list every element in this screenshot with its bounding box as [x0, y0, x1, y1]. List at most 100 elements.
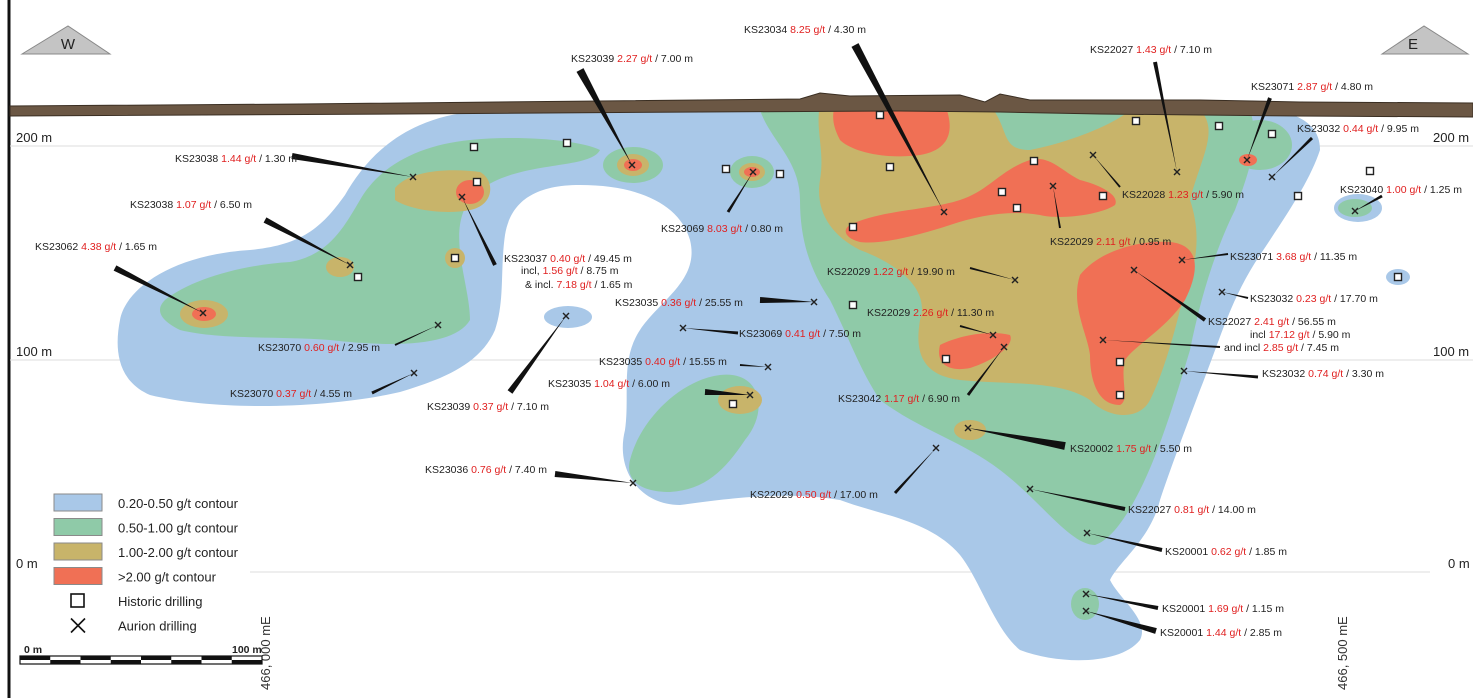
intercept-width: / 7.50 m	[820, 328, 861, 340]
intercept-label: KS23062 4.38 g/t / 1.65 m	[35, 241, 157, 253]
intercept-width: / 19.90 m	[908, 266, 955, 278]
intercept-label: KS23069 0.41 g/t / 7.50 m	[739, 328, 861, 340]
intercept-grade: 1.44 g/t	[1206, 627, 1241, 639]
intercept-width: / 7.00 m	[652, 53, 693, 65]
intercept-grade: 1.69 g/t	[1208, 603, 1243, 615]
scale-segment	[231, 660, 262, 664]
leader-line	[554, 471, 633, 483]
intercept-hole: KS23032	[1297, 123, 1343, 135]
intercept-width: / 0.95 m	[1130, 236, 1171, 248]
historic-drill-hole	[1012, 203, 1022, 213]
intercept-width: / 11.35 m	[1311, 251, 1357, 263]
intercept-width: / 5.90 m	[1203, 189, 1244, 201]
intercept-label: KS23038 1.44 g/t / 1.30 m	[175, 153, 297, 165]
intercept-hole: KS22029	[750, 489, 796, 501]
legend-item: >2.00 g/t contour	[53, 567, 217, 585]
intercept-label: KS20001 1.69 g/t / 1.15 m	[1162, 603, 1284, 615]
legend-label: >2.00 g/t contour	[118, 570, 217, 585]
intercept-label: KS23071 2.87 g/t / 4.80 m	[1251, 81, 1373, 93]
historic-drill-hole	[1393, 272, 1403, 282]
intercept-hole: KS23042	[838, 393, 884, 405]
legend-swatch	[53, 567, 103, 585]
scale-segment	[201, 656, 232, 660]
intercept-grade: 1.00 g/t	[1386, 184, 1421, 196]
intercept-label: KS23069 8.03 g/t / 0.80 m	[661, 223, 783, 235]
legend-square-symbol	[70, 593, 85, 608]
intercept-hole: KS22028	[1122, 189, 1168, 201]
intercept-label: KS20001 0.62 g/t / 1.85 m	[1165, 546, 1287, 558]
easting-label-466000: 466, 000 mE	[258, 616, 273, 690]
intercept-label: KS23070 0.60 g/t / 2.95 m	[258, 342, 380, 354]
intercept-label: KS23038 1.07 g/t / 6.50 m	[130, 199, 252, 211]
legend-item: 0.20-0.50 g/t contour	[53, 493, 239, 512]
leader-line	[739, 364, 768, 367]
intercept-grade: 0.74 g/t	[1308, 368, 1343, 380]
intercept-grade: 0.50 g/t	[796, 489, 831, 501]
historic-drill-hole	[885, 162, 895, 172]
intercept-width: / 17.00 m	[831, 489, 878, 501]
leader-line	[1086, 594, 1159, 610]
intercept-grade: 2.87 g/t	[1297, 81, 1332, 93]
intercept-width: / 56.55 m	[1289, 316, 1336, 328]
leader-line	[704, 389, 750, 395]
elevation-label-0-left: 0 m	[16, 556, 38, 571]
intercept-grade: 2.26 g/t	[913, 307, 948, 319]
intercept-width: / 11.30 m	[948, 307, 994, 319]
intercept-grade: 0.37 g/t	[473, 401, 508, 413]
intercept-hole: KS20001	[1160, 627, 1206, 639]
intercept-width: / 14.00 m	[1209, 504, 1256, 516]
intercept-label: KS22028 1.23 g/t / 5.90 m	[1122, 189, 1244, 201]
leader-line	[1272, 136, 1314, 177]
intercept-grade: 3.68 g/t	[1276, 251, 1311, 263]
intercept-width: / 1.30 m	[256, 153, 297, 165]
historic-drill-hole	[721, 164, 731, 174]
intercept-label: KS22027 1.43 g/t / 7.10 m	[1090, 44, 1212, 56]
legend-item: 1.00-2.00 g/t contour	[53, 542, 239, 561]
intercept-hole: KS23032	[1262, 368, 1308, 380]
legend-label: 1.00-2.00 g/t contour	[118, 545, 239, 560]
intercept-grade: 0.81 g/t	[1174, 504, 1209, 516]
intercept-width: / 3.30 m	[1343, 368, 1384, 380]
intercept-grade: 7.18 g/t	[557, 279, 592, 291]
intercept-label: KS23037 0.40 g/t / 49.45 m	[504, 253, 632, 265]
intercept-grade: 0.37 g/t	[276, 388, 311, 400]
intercept-hole: KS22027	[1090, 44, 1136, 56]
scale-bar-start-label: 0 m	[24, 644, 42, 656]
east-direction-marker: E	[1380, 25, 1470, 55]
legend-swatch	[53, 518, 103, 536]
intercept-hole: & incl.	[525, 279, 557, 291]
historic-drill-hole	[941, 354, 951, 364]
historic-drill-hole	[775, 169, 785, 179]
leader-line	[1222, 292, 1249, 299]
historic-drill-hole	[1115, 357, 1125, 367]
intercept-hole: KS22029	[827, 266, 873, 278]
intercept-width: / 1.15 m	[1243, 603, 1284, 615]
intercept-grade: 1.56 g/t	[543, 265, 578, 277]
east-label: E	[1408, 36, 1418, 53]
intercept-label: KS23035 0.36 g/t / 25.55 m	[615, 297, 743, 309]
intercept-label: KS23032 0.23 g/t / 17.70 m	[1250, 293, 1378, 305]
historic-drill-hole	[1115, 390, 1125, 400]
contour-red-gt-2.00	[192, 105, 1257, 405]
scale-segment	[20, 656, 51, 660]
intercept-width: / 1.25 m	[1421, 184, 1462, 196]
intercept-width: / 4.55 m	[311, 388, 352, 400]
historic-drill-hole	[353, 272, 363, 282]
intercept-width: / 9.95 m	[1378, 123, 1419, 135]
intercept-grade: 0.44 g/t	[1343, 123, 1378, 135]
historic-drill-hole	[450, 253, 460, 263]
intercept-hole: and incl	[1224, 342, 1263, 354]
leader-line	[759, 297, 814, 303]
intercept-width: / 1.65 m	[116, 241, 157, 253]
leader-line	[966, 347, 1004, 396]
west-label: W	[61, 36, 76, 53]
intercept-width: / 4.30 m	[825, 24, 866, 36]
intercept-width: / 6.50 m	[211, 199, 252, 211]
intercept-label: KS20002 1.75 g/t / 5.50 m	[1070, 443, 1192, 455]
intercept-hole: KS23038	[130, 199, 176, 211]
intercept-grade: 1.44 g/t	[221, 153, 256, 165]
historic-drill-hole	[1029, 156, 1039, 166]
intercept-labels: KS23034 8.25 g/t / 4.30 m KS22027 1.43 g/…	[35, 24, 1462, 639]
intercept-hole: KS23039	[427, 401, 473, 413]
intercept-hole: KS20001	[1162, 603, 1208, 615]
